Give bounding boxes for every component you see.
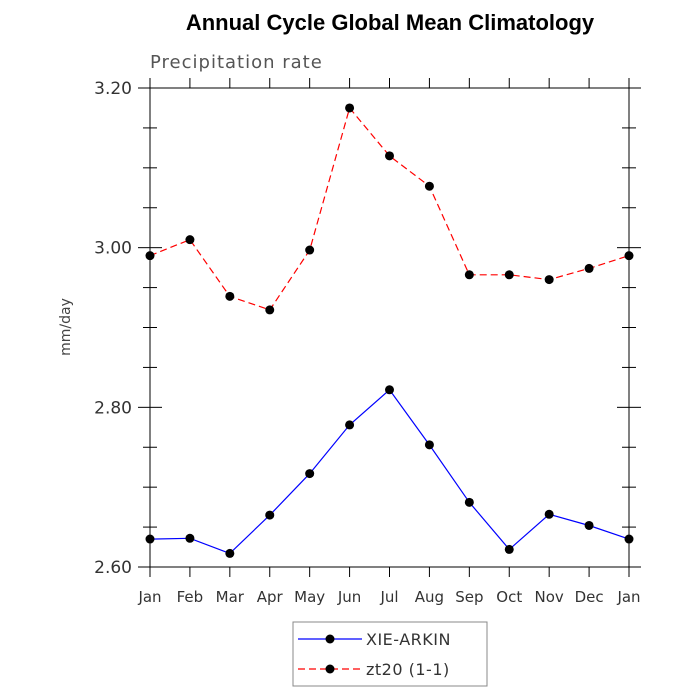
x-tick-label: Nov — [535, 588, 564, 606]
data-point — [424, 181, 434, 191]
data-point — [544, 509, 554, 519]
data-point — [624, 534, 634, 544]
data-point — [305, 245, 315, 255]
legend-swatch-marker — [325, 634, 335, 644]
data-point — [345, 103, 355, 113]
series-line — [149, 388, 630, 555]
chart-title: Annual Cycle Global Mean Climatology — [186, 10, 595, 35]
legend: XIE-ARKIN zt20 (1-1) — [292, 621, 488, 687]
data-point — [424, 440, 434, 450]
x-tick-label: Jul — [379, 588, 398, 606]
chart-subtitle: Precipitation rate — [150, 52, 323, 73]
x-tick-label: Dec — [575, 588, 604, 606]
y-tick-label: 3.20 — [94, 79, 132, 99]
series-line — [149, 106, 630, 311]
data-point — [145, 251, 155, 261]
data-point — [464, 497, 474, 507]
data-point — [185, 235, 195, 245]
x-tick-label: Jan — [616, 588, 640, 606]
x-tick-label: Mar — [216, 588, 245, 606]
data-point — [464, 270, 474, 280]
data-point — [265, 510, 275, 520]
data-point — [225, 291, 235, 301]
x-tick-label: May — [294, 588, 325, 606]
series-layer — [145, 103, 634, 558]
data-point — [584, 520, 594, 530]
data-point — [345, 420, 355, 430]
data-point — [265, 305, 275, 315]
x-axis: Jan Feb Mar Apr May Jun Jul Aug Sep Oct Nov Dec Jan — [137, 78, 641, 606]
y-tick-label: 2.60 — [94, 558, 132, 578]
data-point — [544, 275, 554, 285]
y-tick-label: 3.00 — [94, 239, 132, 259]
data-point — [504, 544, 514, 554]
data-point — [145, 534, 155, 544]
legend-label: XIE-ARKIN — [366, 630, 451, 649]
data-point — [305, 469, 315, 479]
x-tick-label: Jun — [337, 588, 361, 606]
x-tick-label: Oct — [496, 588, 522, 606]
legend-swatch-marker — [325, 664, 335, 674]
y-axis: 2.60 2.80 3.00 3.20 — [94, 79, 641, 578]
data-point — [185, 533, 195, 543]
x-tick-label: Aug — [415, 588, 444, 606]
y-axis-title: mm/day — [58, 298, 74, 356]
data-point — [504, 270, 514, 280]
data-point — [584, 263, 594, 273]
x-tick-label: Jan — [137, 588, 161, 606]
legend-box — [292, 621, 488, 687]
x-tick-label: Apr — [257, 588, 284, 606]
y-tick-label: 2.80 — [94, 398, 132, 418]
data-point — [225, 548, 235, 558]
legend-label: zt20 (1-1) — [366, 660, 450, 679]
x-tick-label: Feb — [177, 588, 204, 606]
data-point — [385, 385, 394, 395]
x-tick-label: Sep — [455, 588, 483, 606]
data-point — [385, 151, 394, 161]
data-point — [624, 251, 634, 261]
